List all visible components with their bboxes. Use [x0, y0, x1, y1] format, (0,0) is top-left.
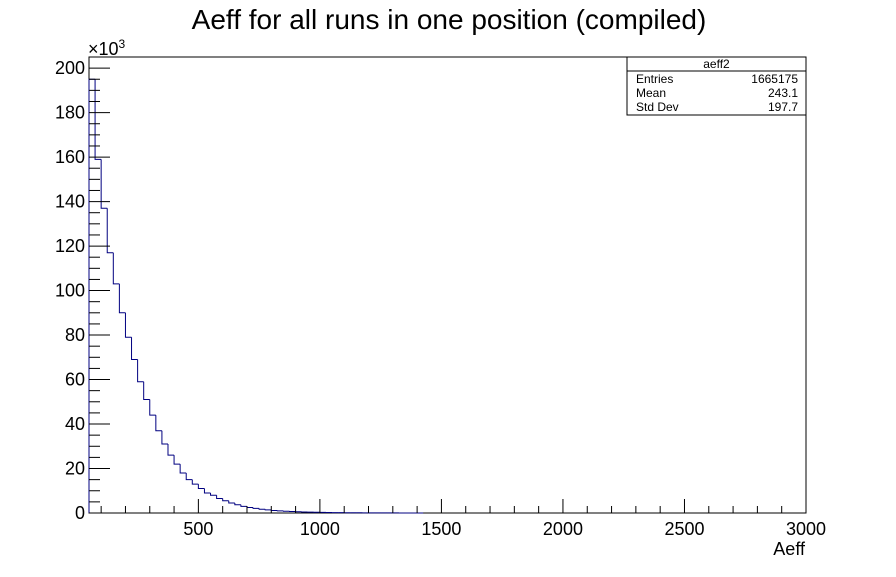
svg-text:×103: ×103: [88, 37, 126, 59]
y-tick-label: 60: [65, 370, 85, 390]
histogram-bin: [211, 493, 217, 495]
y-multiplier-base: ×10: [88, 39, 119, 59]
histogram-bin: [132, 337, 138, 359]
histogram-bin: [198, 484, 204, 488]
histogram-bin: [119, 284, 125, 313]
y-tick-label: 40: [65, 414, 85, 434]
histogram-bin: [180, 464, 186, 473]
stats-box-name: aeff2: [703, 57, 730, 71]
y-tick-label: 200: [55, 58, 85, 78]
x-axis-label: Aeff: [773, 539, 806, 559]
x-tick-label: 500: [183, 519, 213, 539]
y-tick-label: 180: [55, 103, 85, 123]
chart-title: Aeff for all runs in one position (compi…: [192, 4, 707, 35]
stats-label-mean: Mean: [636, 86, 666, 100]
x-axis: 500 1000 1500 2000 2500 3000: [101, 499, 826, 539]
histogram-bin: [241, 505, 247, 507]
histogram-bin: [150, 400, 156, 416]
y-tick-label: 0: [75, 503, 85, 523]
y-axis: 0 20 40 60 80 100 120 140 160 180 200: [55, 57, 110, 523]
y-tick-label: 120: [55, 236, 85, 256]
y-tick-label: 140: [55, 192, 85, 212]
x-tick-label: 2000: [543, 519, 583, 539]
histogram-bin: [138, 360, 144, 382]
histogram-bin: [162, 431, 168, 444]
histogram-bin: [259, 508, 265, 509]
y-multiplier-exponent: 3: [119, 37, 126, 51]
histogram-bin: [217, 495, 223, 498]
x-tick-label: 1000: [300, 519, 340, 539]
stats-label-entries: Entries: [636, 72, 673, 86]
histogram-bin: [265, 509, 271, 510]
y-tick-label: 160: [55, 147, 85, 167]
y-axis-multiplier: ×103: [88, 37, 126, 59]
histogram-bin: [235, 503, 241, 505]
histogram-bin: [125, 313, 131, 337]
histogram-bin: [186, 473, 192, 480]
histogram-bin: [247, 506, 253, 507]
stats-value-mean: 243.1: [768, 86, 798, 100]
stats-value-std-dev: 197.7: [768, 100, 798, 114]
plot-frame: [89, 57, 806, 513]
y-tick-label: 100: [55, 281, 85, 301]
histogram-bin: [101, 159, 107, 208]
histogram-bin: [144, 382, 150, 400]
x-tick-label: 2500: [664, 519, 704, 539]
histogram-bin: [271, 510, 277, 511]
histogram-bin: [156, 415, 162, 431]
y-tick-label: 80: [65, 325, 85, 345]
x-tick-label: 1500: [421, 519, 461, 539]
histogram-bin: [253, 507, 259, 508]
histogram-bin: [223, 499, 229, 501]
x-tick-label: 3000: [786, 519, 826, 539]
histogram-bin: [95, 79, 101, 159]
histogram-bars: [89, 79, 423, 513]
stats-box: aeff2 Entries 1665175 Mean 243.1 Std Dev…: [627, 57, 806, 115]
histogram-bin: [89, 79, 95, 513]
y-tick-label: 20: [65, 459, 85, 479]
histogram-bin: [174, 455, 180, 464]
histogram-bin: [204, 489, 210, 493]
histogram-bin: [229, 501, 235, 503]
histogram-bin: [192, 480, 198, 484]
stats-value-entries: 1665175: [751, 72, 798, 86]
histogram-bin: [168, 444, 174, 455]
histogram-bin: [113, 253, 119, 284]
stats-label-std-dev: Std Dev: [636, 100, 679, 114]
